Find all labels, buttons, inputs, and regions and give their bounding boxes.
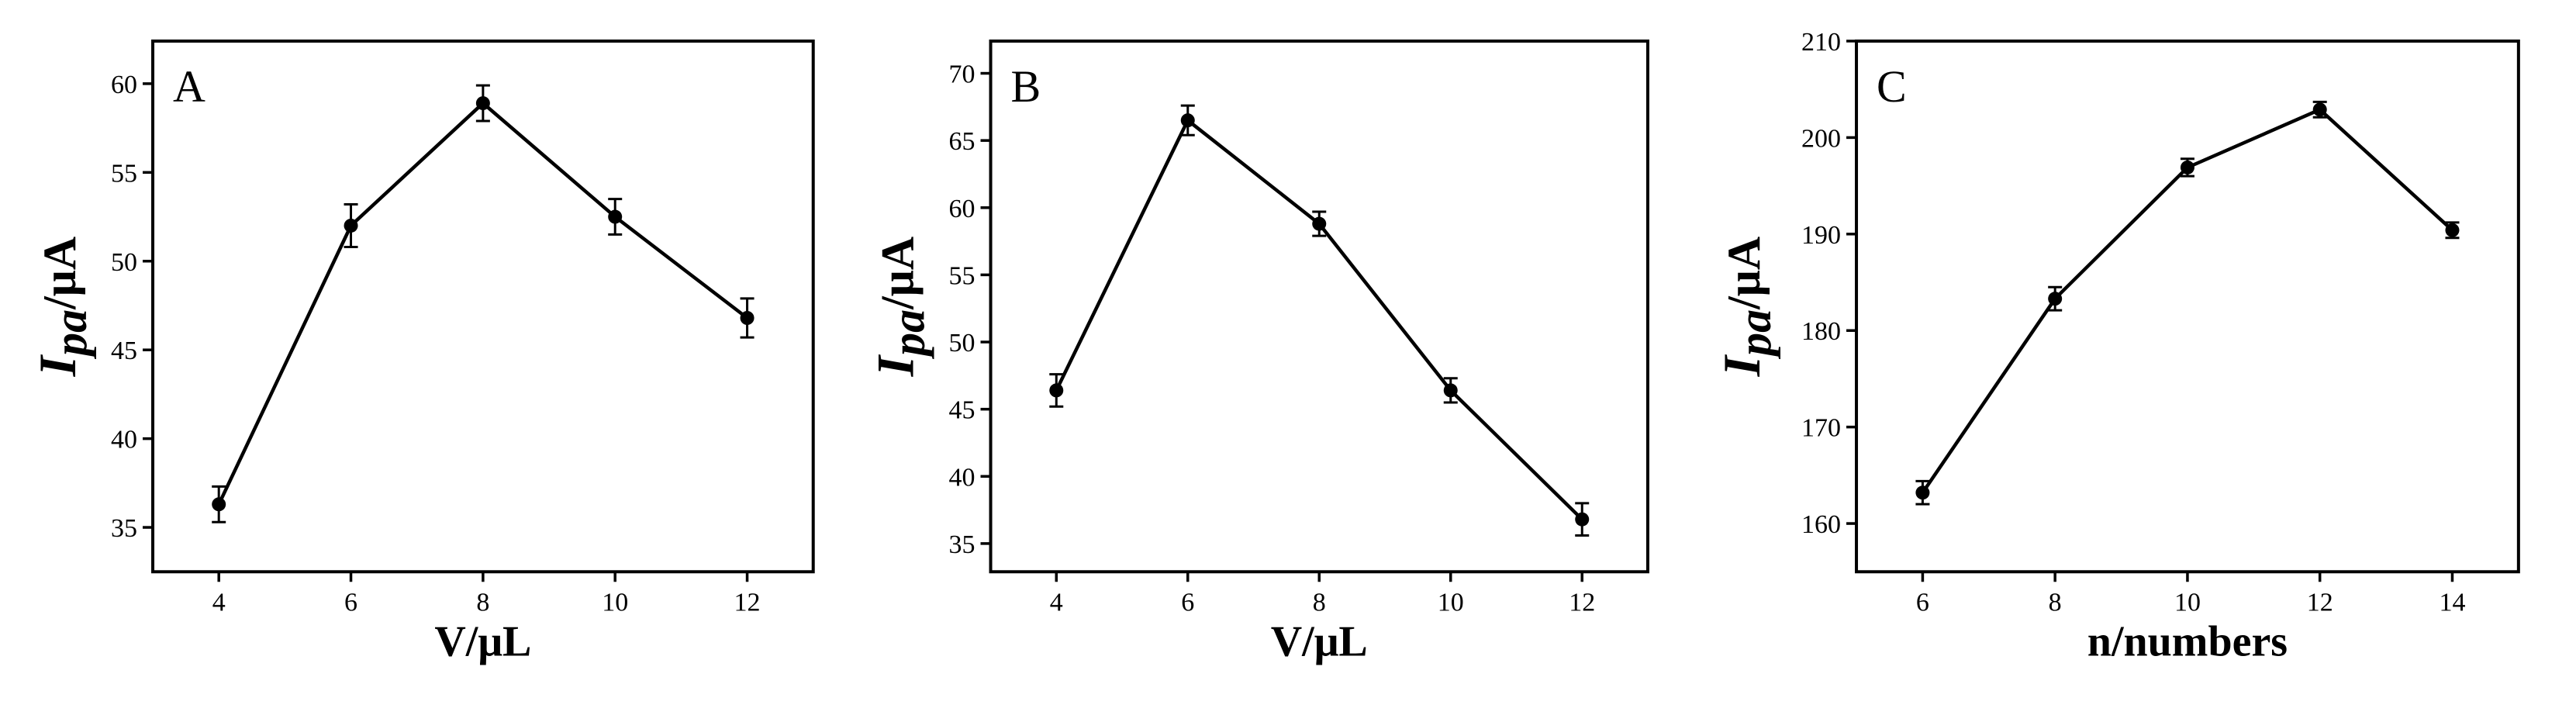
data-point — [212, 497, 226, 512]
y-tick-label: 200 — [1801, 124, 1841, 153]
y-tick-label: 40 — [949, 463, 975, 492]
y-tick-label: 55 — [949, 261, 975, 290]
panel-label: B — [1011, 61, 1041, 112]
x-tick-label: 10 — [1438, 588, 1464, 617]
data-point — [1180, 113, 1195, 128]
y-label-sub: pa — [1729, 309, 1780, 360]
y-tick-label: 160 — [1801, 510, 1841, 539]
y-tick-label: 60 — [949, 195, 975, 223]
y-tick-label: 70 — [949, 60, 975, 89]
y-label-sub: pa — [45, 309, 96, 360]
data-point — [1575, 512, 1590, 527]
y-tick-label: 55 — [111, 159, 137, 188]
y-tick-label: 35 — [111, 514, 137, 543]
chart-panel: 160 170 180 190 200 210 6 8 10 12 14 n/numbers Ipa/μ… — [1712, 28, 2520, 665]
y-tick-label: 50 — [949, 329, 975, 358]
plot-frame — [1855, 39, 2520, 574]
y-label-unit: /μA — [872, 237, 924, 310]
data-point — [1049, 383, 1064, 398]
data-line — [217, 101, 748, 506]
y-tick-label: 50 — [111, 248, 137, 277]
y-tick-label: 60 — [111, 71, 137, 99]
y-label-unit: /μA — [34, 237, 85, 310]
y-label-main: I — [28, 354, 87, 377]
x-tick-label: 10 — [2174, 588, 2201, 617]
x-axis-label: n/numbers — [2087, 617, 2288, 665]
y-axis-label: Ipa/μA — [866, 237, 934, 377]
y-tick-label: 190 — [1801, 221, 1841, 250]
y-tick-label: 45 — [949, 396, 975, 425]
x-tick-label: 4 — [212, 588, 226, 617]
data-point — [344, 218, 358, 233]
x-tick-label: 12 — [2307, 588, 2333, 617]
data-point — [1915, 485, 1930, 500]
x-axis-label: V/μL — [1271, 617, 1368, 665]
x-tick-label: 8 — [2049, 588, 2062, 617]
y-label-main: I — [866, 354, 925, 377]
y-tick-label: 170 — [1801, 414, 1841, 443]
x-tick-label: 12 — [1569, 588, 1595, 617]
x-tick-label: 14 — [2439, 588, 2465, 617]
data-point — [475, 96, 490, 111]
chart-panel: 35 40 45 50 55 60 4 6 8 10 12 V/μL Ipa/μA A — [28, 39, 815, 665]
data-point — [608, 209, 623, 224]
y-label-unit: /μA — [1718, 237, 1770, 310]
x-tick-label: 6 — [1181, 588, 1194, 617]
y-axis-label: Ipa/μA — [1712, 237, 1780, 377]
x-tick-label: 8 — [1313, 588, 1326, 617]
y-label-main: I — [1712, 354, 1771, 377]
data-point — [2180, 160, 2194, 174]
x-axis-label: V/μL — [434, 617, 531, 665]
data-point — [2048, 292, 2063, 306]
chart-panel: 35 40 45 50 55 60 65 70 4 6 8 10 12 V/μL Ipa/μA B — [866, 39, 1649, 665]
x-tick-label: 6 — [1916, 588, 1929, 617]
y-tick-label: 40 — [111, 426, 137, 454]
x-tick-label: 4 — [1050, 588, 1063, 617]
data-point — [2312, 102, 2327, 117]
data-point — [2445, 223, 2460, 237]
y-axis-label: Ipa/μA — [28, 237, 96, 377]
y-tick-label: 210 — [1801, 28, 1841, 57]
y-tick-label: 65 — [949, 127, 975, 156]
data-line — [1055, 117, 1583, 521]
y-tick-label: 45 — [111, 337, 137, 365]
x-tick-label: 6 — [344, 588, 357, 617]
data-point — [1312, 216, 1327, 231]
y-label-sub: pa — [883, 309, 934, 360]
x-tick-label: 8 — [476, 588, 489, 617]
plot-frame — [989, 39, 1649, 574]
y-tick-label: 180 — [1801, 317, 1841, 346]
data-point — [1443, 383, 1458, 398]
x-tick-label: 10 — [602, 588, 628, 617]
data-point — [740, 310, 754, 325]
panel-label: C — [1877, 61, 1907, 112]
panel-label: A — [173, 61, 205, 112]
x-tick-label: 12 — [734, 588, 761, 617]
y-tick-label: 35 — [949, 530, 975, 559]
